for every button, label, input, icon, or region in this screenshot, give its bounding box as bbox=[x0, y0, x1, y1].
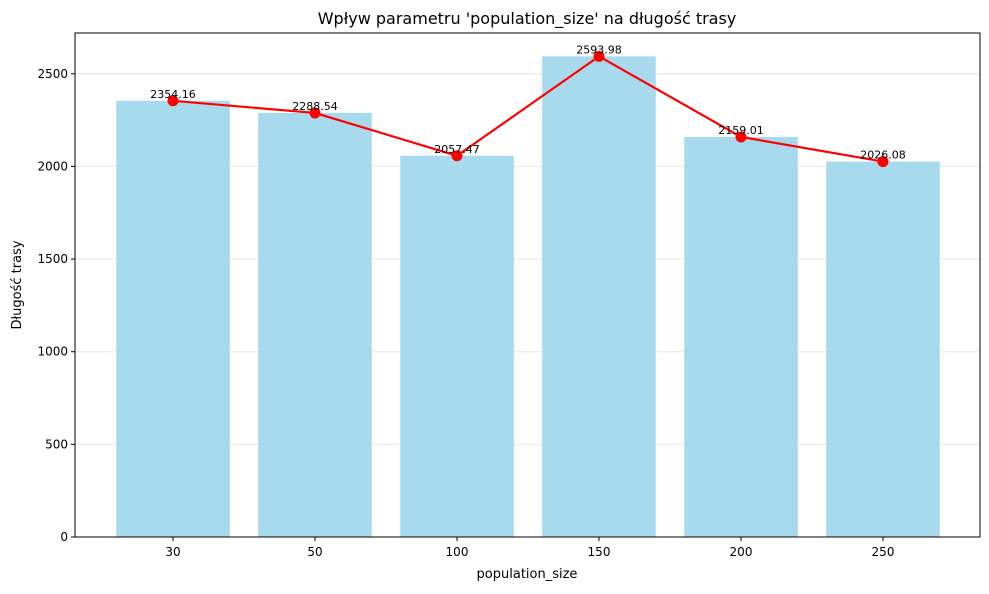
y-axis: 0 500 1000 1500 2000 2500 bbox=[37, 67, 75, 544]
bar bbox=[258, 112, 372, 538]
y-tick-label: 2500 bbox=[37, 67, 68, 81]
x-axis: 30 50 100 150 200 250 bbox=[165, 537, 894, 559]
data-label-layer: 2354.16 2288.54 2057.47 2593.98 2159.01 2026.… bbox=[150, 43, 906, 161]
bar-layer bbox=[116, 56, 940, 538]
bar bbox=[826, 161, 940, 538]
bar bbox=[684, 136, 798, 537]
data-label: 2057.47 bbox=[434, 143, 480, 156]
series-line bbox=[172, 55, 884, 163]
line-point bbox=[451, 150, 463, 162]
data-label: 2026.08 bbox=[860, 149, 906, 162]
line-point bbox=[593, 50, 605, 62]
x-tick-label: 200 bbox=[730, 545, 753, 559]
bar bbox=[116, 100, 230, 538]
bar bbox=[400, 155, 514, 537]
line-point bbox=[877, 156, 889, 168]
plot-frame bbox=[74, 32, 981, 538]
line-point bbox=[309, 107, 321, 119]
x-tick-label: 250 bbox=[872, 545, 895, 559]
x-axis-label: population_size bbox=[477, 567, 578, 582]
line-point bbox=[167, 95, 179, 107]
data-label: 2159.01 bbox=[718, 124, 764, 137]
data-label: 2288.54 bbox=[292, 100, 338, 113]
line-layer bbox=[167, 50, 889, 168]
y-tick-label: 1500 bbox=[37, 252, 68, 266]
x-tick-label: 100 bbox=[446, 545, 469, 559]
data-label: 2593.98 bbox=[576, 43, 622, 56]
chart-title: Wpływ parametru 'population_size' na dłu… bbox=[318, 9, 737, 29]
x-tick-label: 50 bbox=[307, 545, 322, 559]
x-tick-label: 30 bbox=[165, 545, 180, 559]
line-point bbox=[735, 131, 747, 143]
y-tick-label: 2000 bbox=[37, 159, 68, 173]
data-label: 2354.16 bbox=[150, 88, 196, 101]
y-tick-label: 0 bbox=[60, 530, 68, 544]
y-tick-label: 1000 bbox=[37, 345, 68, 359]
x-tick-label: 150 bbox=[588, 545, 611, 559]
bar bbox=[542, 56, 656, 537]
y-tick-label: 500 bbox=[45, 437, 68, 451]
y-axis-label: Długość trasy bbox=[10, 240, 25, 329]
